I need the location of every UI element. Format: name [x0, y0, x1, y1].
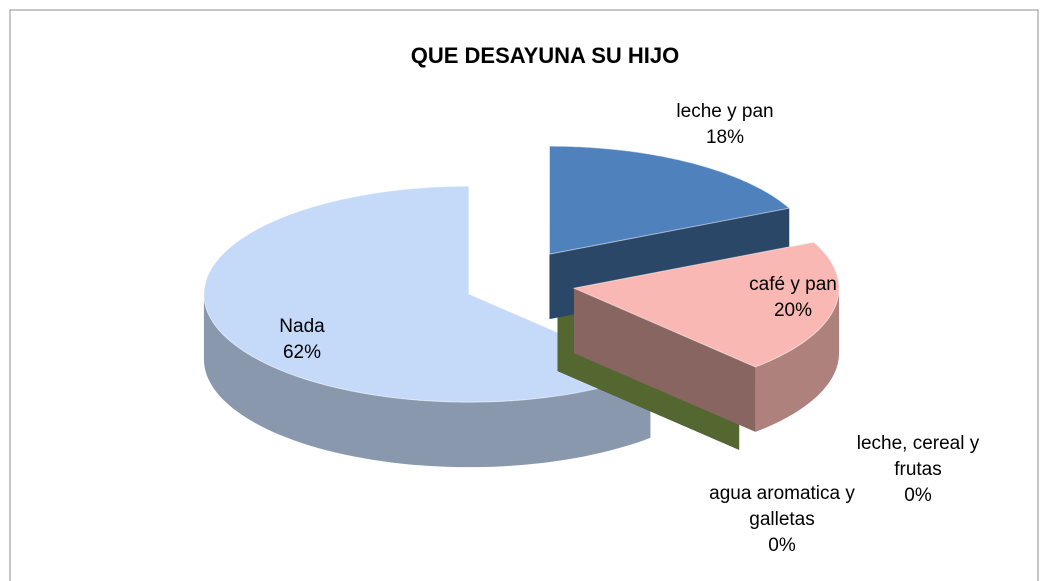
value-label: 62%	[282, 342, 322, 363]
data-label: leche, cereal y frutas 0%	[831, 431, 1006, 509]
value-label: 0%	[904, 485, 932, 506]
category-label: agua aromatica y galletas	[709, 483, 855, 530]
chart-frame	[9, 9, 1039, 581]
slice-wall	[755, 288, 839, 432]
value-label: 18%	[705, 127, 745, 148]
slice-wall	[203, 294, 651, 468]
slice-top	[548, 145, 791, 255]
category-label: café y pan	[749, 274, 837, 295]
data-label: Nada 62%	[242, 314, 362, 366]
data-label: café y pan 20%	[718, 272, 868, 324]
category-label: leche y pan	[676, 101, 774, 122]
data-label: leche y pan 18%	[650, 99, 800, 151]
slice-top	[203, 185, 652, 403]
slice-top	[572, 241, 840, 368]
value-label: 0%	[768, 535, 796, 556]
value-label: 20%	[773, 300, 813, 321]
pie-slice	[572, 241, 840, 432]
category-label: leche, cereal y frutas	[856, 433, 980, 480]
chart-title: QUE DESAYUNA SU HIJO	[411, 43, 680, 68]
data-label: agua aromatica y galletas 0%	[700, 481, 865, 559]
slice-side	[574, 288, 756, 432]
category-label: Nada	[279, 316, 325, 337]
